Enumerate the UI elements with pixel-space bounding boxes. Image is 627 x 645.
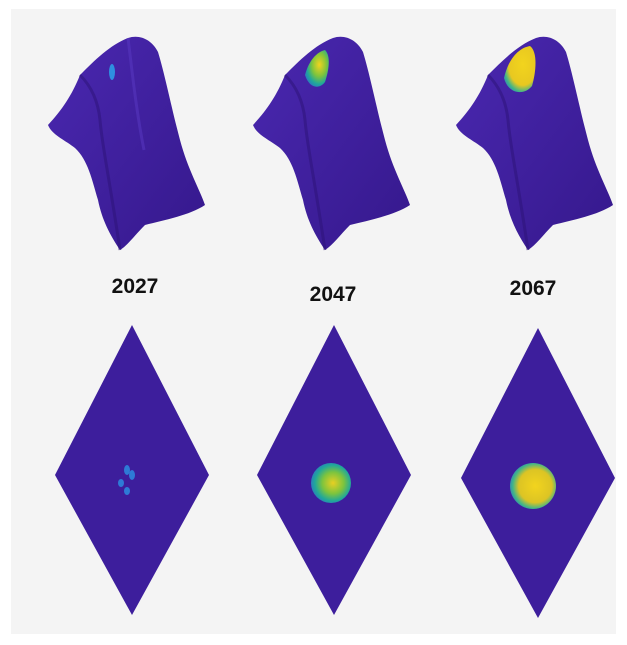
topdown-2067 [461, 328, 615, 618]
surface-3d-2047 [253, 36, 410, 251]
surface-3d-2027 [48, 36, 205, 251]
hotspot [311, 463, 351, 503]
topdown-2047 [257, 325, 411, 615]
hotspot [109, 64, 115, 80]
hotspot [504, 46, 536, 93]
hotspot [118, 465, 135, 495]
hotspot [510, 463, 556, 509]
hotspot [305, 50, 329, 87]
topdown-2027 [55, 325, 209, 615]
year-label-2047: 2047 [309, 283, 357, 306]
surface-3d-2067 [456, 36, 613, 251]
year-label-2027: 2027 [111, 275, 159, 298]
year-label-2067: 2067 [509, 277, 557, 300]
